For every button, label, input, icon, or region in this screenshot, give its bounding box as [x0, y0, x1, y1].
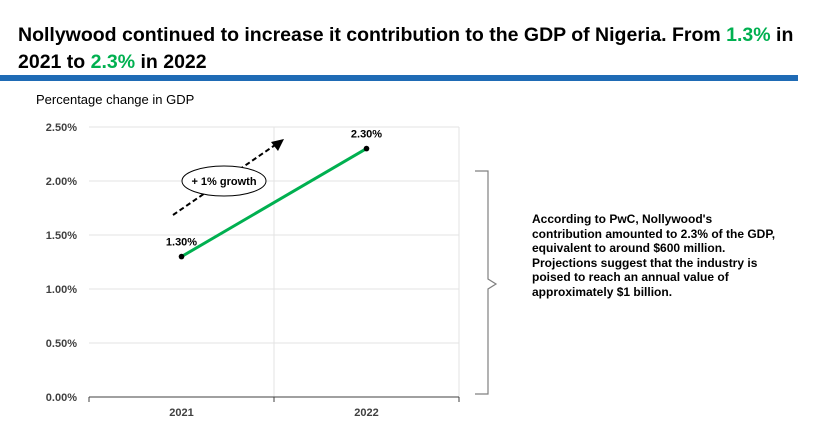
title-text-2: in 2021 to — [18, 24, 794, 73]
curly-bracket — [475, 170, 498, 395]
y-tick-label: 1.00% — [46, 284, 77, 296]
y-tick-label: 1.50% — [46, 230, 77, 242]
growth-ellipse — [181, 165, 267, 197]
data-label: 2.30% — [351, 129, 382, 141]
growth-arrow-head — [271, 139, 284, 151]
title-text-3: in 2022 — [135, 51, 207, 73]
data-labels: 1.30% 2.30% — [166, 129, 382, 249]
data-point — [178, 253, 185, 260]
series-line — [180, 147, 368, 258]
data-point — [363, 145, 370, 152]
y-tick-label: 0.00% — [46, 392, 77, 404]
y-tick-label: 2.50% — [46, 122, 77, 134]
page-title: Nollywood continued to increase it contr… — [18, 22, 808, 76]
note-text: According to PwC, Nollywood's contributi… — [532, 212, 776, 299]
title-highlight-2022: 2.3% — [90, 51, 136, 73]
chart-title: Percentage change in GDP — [36, 92, 194, 107]
growth-annotation-text: + 1% growth — [191, 176, 256, 188]
title-divider — [0, 75, 798, 81]
data-label: 1.30% — [166, 237, 197, 249]
growth-annotation: + 1% growth — [172, 139, 284, 216]
y-tick-label: 2.00% — [46, 176, 77, 188]
gridlines — [89, 126, 460, 397]
title-highlight-2021: 1.3% — [726, 24, 771, 46]
axes: 0.00% 0.50% 1.00% 1.50% 2.00% 2.50% 2021 2022 — [46, 122, 460, 419]
title-text-1: Nollywood continued to increase it contr… — [18, 24, 727, 46]
x-tick-label: 2021 — [169, 407, 193, 419]
growth-arrow-shaft — [172, 142, 279, 216]
bracket — [475, 170, 498, 395]
y-tick-label: 0.50% — [46, 338, 77, 350]
x-tick-label: 2022 — [354, 407, 378, 419]
series — [178, 145, 370, 260]
